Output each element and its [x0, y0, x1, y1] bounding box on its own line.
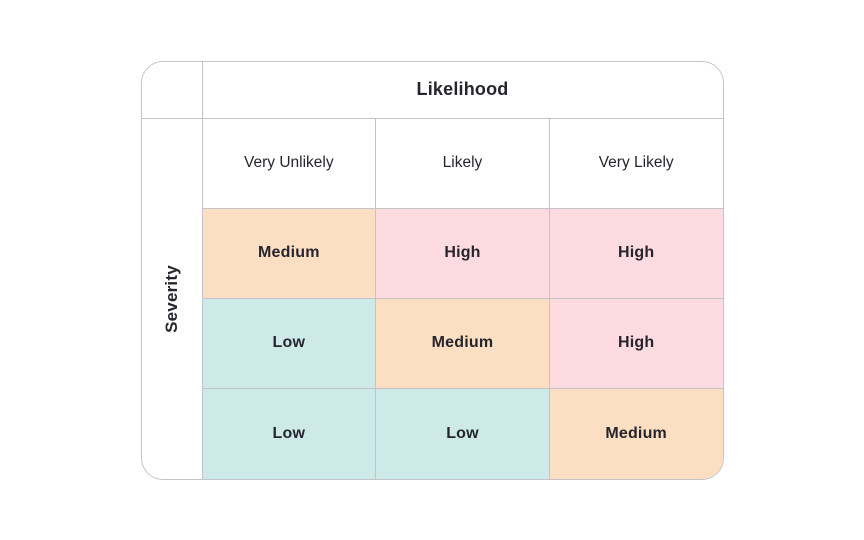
column-header-likely: Likely — [375, 117, 549, 208]
severity-axis-header: Severity — [141, 117, 202, 479]
risk-cell-r2c1: Low — [201, 297, 376, 388]
severity-axis-label: Severity — [161, 264, 181, 333]
risk-matrix-table: Likelihood Severity Very Unlikely Likely… — [140, 60, 724, 480]
column-header-very-unlikely: Very Unlikely — [201, 117, 376, 208]
risk-cell-r1c2: High — [375, 207, 549, 298]
likelihood-axis-header: Likelihood — [201, 61, 723, 118]
risk-cell-r2c3: High — [548, 297, 723, 388]
risk-cell-r3c2: Low — [375, 387, 549, 479]
risk-cell-r2c2: Medium — [375, 297, 549, 388]
risk-cell-r3c3: Medium — [548, 387, 723, 479]
column-header-very-likely: Very Likely — [548, 117, 723, 208]
risk-cell-r3c1: Low — [201, 387, 376, 479]
corner-spacer-cell — [141, 61, 202, 118]
risk-cell-r1c3: High — [548, 207, 723, 298]
risk-cell-r1c1: Medium — [201, 207, 376, 298]
